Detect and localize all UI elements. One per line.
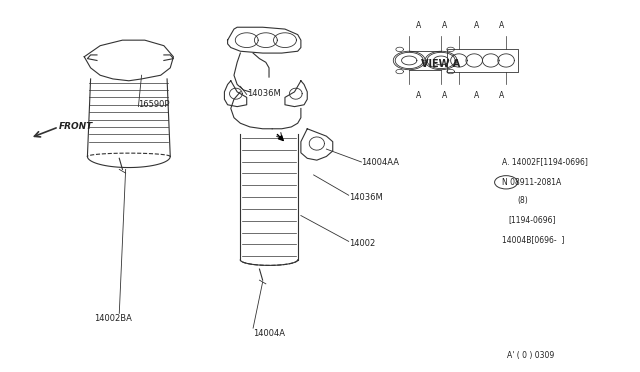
Text: FRONT: FRONT (59, 122, 93, 131)
Text: N 08911-2081A: N 08911-2081A (502, 178, 561, 187)
Text: 14036M: 14036M (246, 89, 280, 98)
Text: 14036M: 14036M (349, 193, 383, 202)
Text: A: A (416, 91, 421, 100)
Text: [1194-0696]: [1194-0696] (508, 215, 556, 224)
Text: 14004AA: 14004AA (362, 157, 399, 167)
Text: (8): (8) (518, 196, 528, 205)
Text: VIEW A: VIEW A (422, 59, 461, 69)
Text: 16590P: 16590P (138, 100, 170, 109)
Text: 14002BA: 14002BA (94, 314, 132, 323)
Text: A: A (499, 91, 504, 100)
Text: A: A (499, 21, 504, 30)
Text: A: A (442, 21, 447, 30)
Text: 14004B[0696-  ]: 14004B[0696- ] (502, 235, 564, 244)
Text: 14004A: 14004A (253, 329, 285, 338)
Text: A: A (474, 21, 479, 30)
Text: A: A (474, 91, 479, 100)
Text: 14002: 14002 (349, 239, 375, 248)
Text: A: A (442, 91, 447, 100)
Text: A. 14002F[1194-0696]: A. 14002F[1194-0696] (502, 157, 588, 167)
Text: A' ( 0 ) 0309: A' ( 0 ) 0309 (507, 351, 554, 360)
Text: A: A (416, 21, 421, 30)
